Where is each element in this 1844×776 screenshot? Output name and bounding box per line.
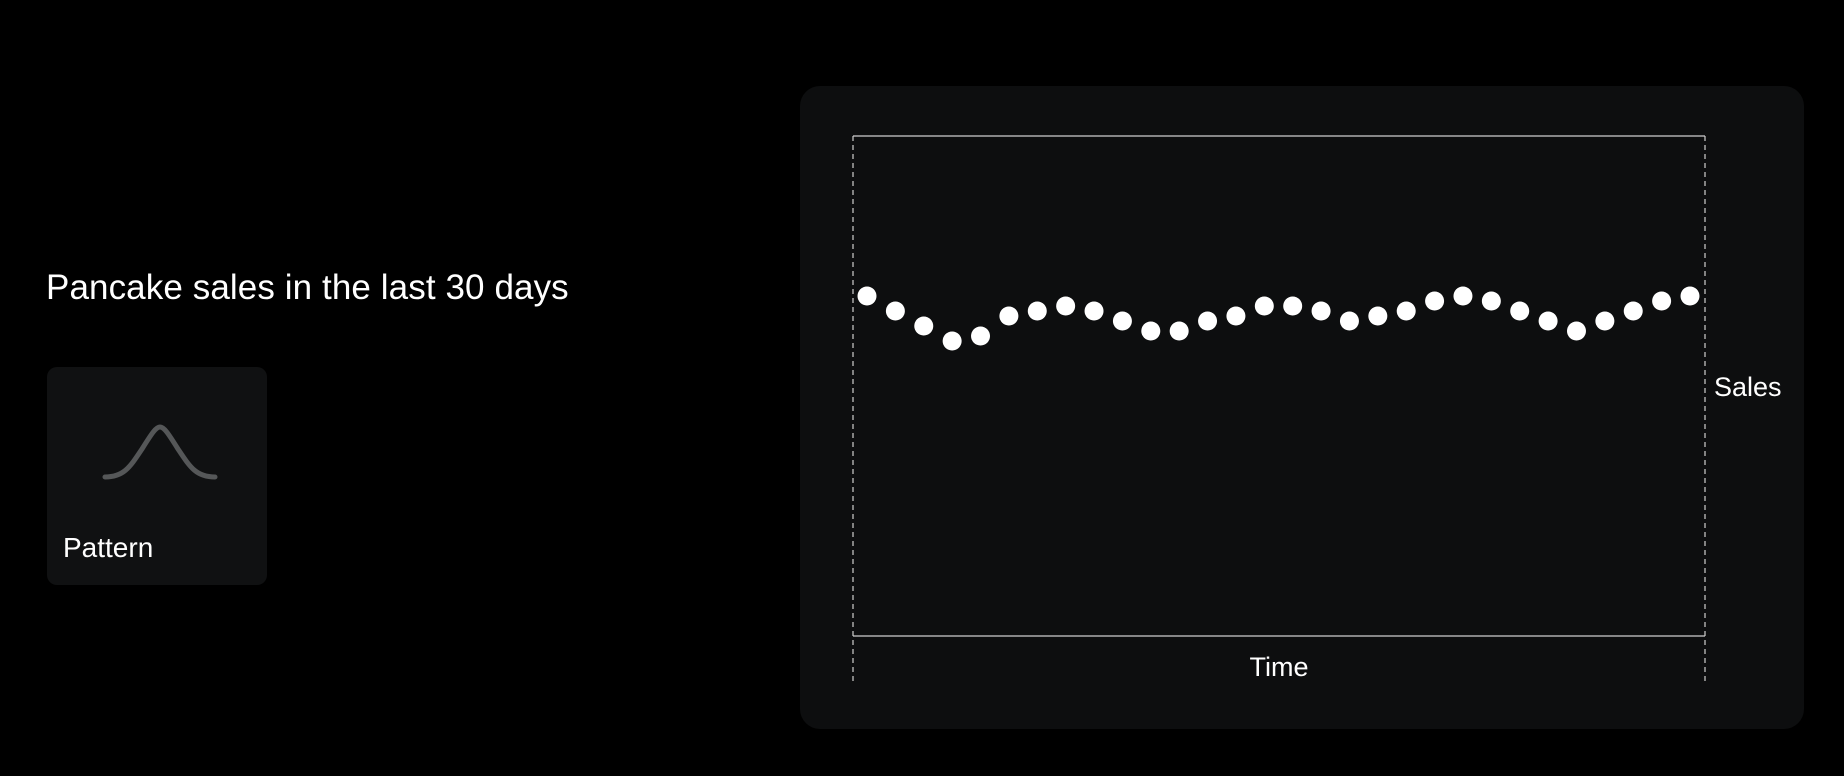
page-title: Pancake sales in the last 30 days <box>46 268 569 307</box>
pattern-label: Pattern <box>63 532 154 563</box>
data-point <box>885 301 905 321</box>
y-axis-label: Sales <box>1714 372 1782 402</box>
data-point <box>1425 291 1445 311</box>
data-point <box>857 286 877 306</box>
data-point <box>971 326 991 346</box>
data-point <box>1680 286 1700 306</box>
data-point <box>942 331 962 351</box>
data-point <box>1112 311 1132 331</box>
data-point <box>1198 311 1218 331</box>
bell-curve-icon <box>102 424 218 480</box>
scatter-chart: Time Sales <box>852 135 1782 685</box>
data-point <box>1084 301 1104 321</box>
data-point <box>1368 306 1388 326</box>
data-point <box>1595 311 1615 331</box>
data-point <box>1311 301 1331 321</box>
data-point <box>1169 321 1189 341</box>
data-points <box>857 286 1700 351</box>
data-point <box>1056 296 1076 316</box>
data-point <box>1396 301 1416 321</box>
data-point <box>1283 296 1303 316</box>
pattern-card: Pattern <box>47 367 267 585</box>
data-point <box>1226 306 1246 326</box>
data-point <box>1141 321 1161 341</box>
data-point <box>1538 311 1558 331</box>
data-point <box>1510 301 1530 321</box>
data-point <box>1566 321 1586 341</box>
data-point <box>999 306 1019 326</box>
x-axis-label: Time <box>1250 652 1309 682</box>
data-point <box>1652 291 1672 311</box>
data-point <box>1339 311 1359 331</box>
data-point <box>914 316 934 336</box>
data-point <box>1481 291 1501 311</box>
data-point <box>1623 301 1643 321</box>
data-point <box>1453 286 1473 306</box>
chart-panel: Time Sales <box>800 86 1804 729</box>
data-point <box>1027 301 1047 321</box>
data-point <box>1254 296 1274 316</box>
